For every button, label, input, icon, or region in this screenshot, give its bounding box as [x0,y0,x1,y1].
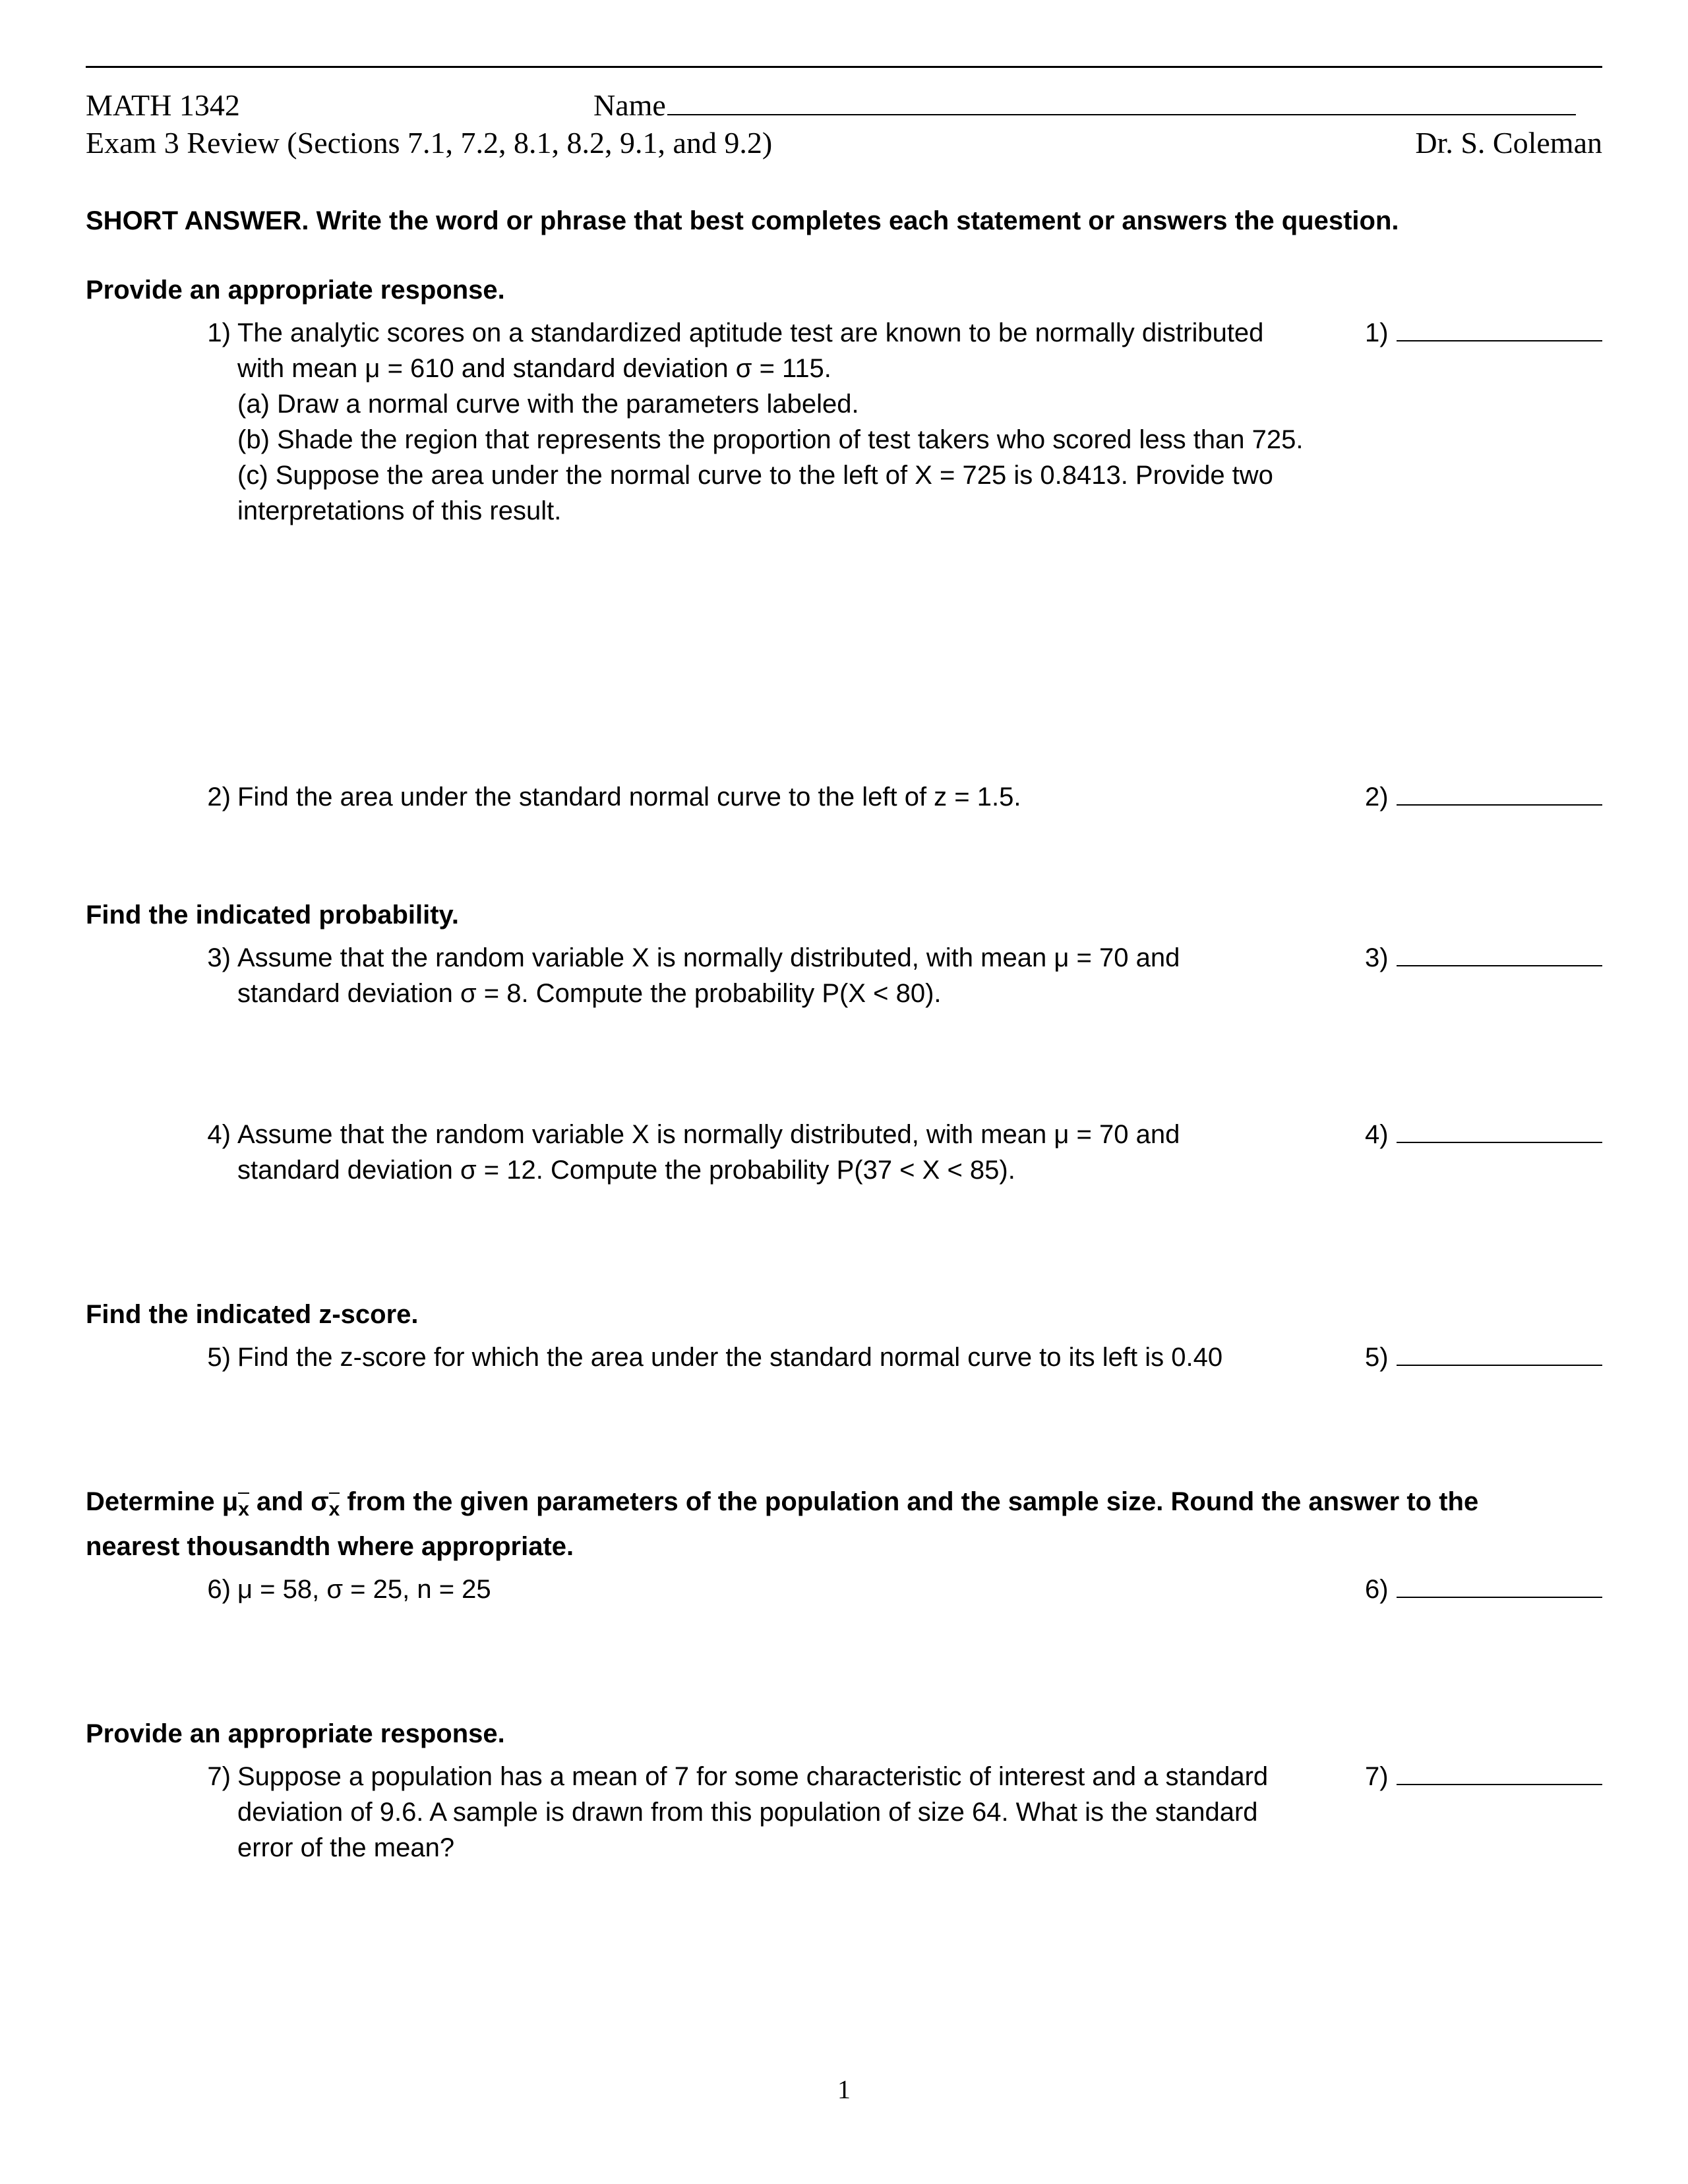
answer-slot-6: 6) [1325,1572,1602,1607]
s4-line2: nearest thousandth where appropriate. [86,1532,574,1561]
q1-line: (c) Suppose the area under the normal cu… [237,457,1325,493]
q4-line: standard deviation σ = 12. Compute the p… [237,1152,1325,1188]
answer-slot-2: 2) [1325,779,1602,815]
top-rule [86,66,1602,68]
section-heading-1: Provide an appropriate response. [86,269,1602,311]
spacer [86,1011,1602,1117]
s4-part: Determine μ [86,1487,238,1516]
answer-blank-line[interactable] [1397,779,1602,806]
section-heading-5: Provide an appropriate response. [86,1713,1602,1755]
q1-line: (b) Shade the region that represents the… [237,422,1325,457]
question-5: 5) Find the z-score for which the area u… [198,1340,1602,1375]
answer-blank-line[interactable] [1397,940,1602,966]
s4-part: from the given parameters of the populat… [340,1487,1478,1516]
spacer [86,815,1602,894]
answer-number: 2) [1365,779,1397,815]
q7-line: error of the mean? [237,1830,1325,1866]
answer-blank-line[interactable] [1397,1340,1602,1366]
question-number: 4) [198,1117,237,1152]
spacer [86,529,1602,779]
answer-slot-5: 5) [1325,1340,1602,1375]
question-body: Find the z-score for which the area unde… [237,1340,1325,1375]
question-body: Assume that the random variable X is nor… [237,940,1325,1011]
answer-blank-line[interactable] [1397,315,1602,341]
s4-part: and σ [249,1487,329,1516]
answer-number: 6) [1365,1572,1397,1607]
question-1: 1) The analytic scores on a standardized… [198,315,1602,529]
question-number: 6) [198,1572,237,1607]
answer-number: 4) [1365,1117,1397,1152]
q1-line: The analytic scores on a standardized ap… [237,315,1325,351]
answer-slot-7: 7) [1325,1759,1602,1794]
question-number: 7) [198,1759,237,1794]
question-body: μ = 58, σ = 25, n = 25 [237,1572,1325,1607]
q4-line: Assume that the random variable X is nor… [237,1117,1325,1152]
mu-xbar-subscript: x [238,1494,249,1525]
answer-slot-1: 1) [1325,315,1602,351]
q1-line: (a) Draw a normal curve with the paramet… [237,386,1325,422]
section-heading-2: Find the indicated probability. [86,894,1602,936]
question-number: 1) [198,315,237,351]
page-number: 1 [0,2074,1688,2105]
section-heading-3: Find the indicated z-score. [86,1293,1602,1336]
spacer [86,1607,1602,1713]
q3-line: standard deviation σ = 8. Compute the pr… [237,976,1325,1011]
answer-slot-4: 4) [1325,1117,1602,1152]
question-body: Find the area under the standard normal … [237,779,1325,815]
answer-blank-line[interactable] [1397,1117,1602,1143]
spacer [86,1188,1602,1293]
spacer [86,1375,1602,1481]
subheader-row: Exam 3 Review (Sections 7.1, 7.2, 8.1, 8… [86,125,1602,160]
q7-line: Suppose a population has a mean of 7 for… [237,1759,1325,1794]
question-7: 7) Suppose a population has a mean of 7 … [198,1759,1602,1866]
question-number: 3) [198,940,237,976]
q1-line: interpretations of this result. [237,493,1325,529]
name-blank-line[interactable] [667,88,1576,115]
question-6: 6) μ = 58, σ = 25, n = 25 6) [198,1572,1602,1607]
answer-blank-line[interactable] [1397,1759,1602,1785]
q5-text: Find the z-score for which the area unde… [237,1340,1325,1375]
question-number: 5) [198,1340,237,1375]
exam-subtitle: Exam 3 Review (Sections 7.1, 7.2, 8.1, 8… [86,125,772,160]
question-body: Suppose a population has a mean of 7 for… [237,1759,1325,1866]
question-body: The analytic scores on a standardized ap… [237,315,1325,529]
question-4: 4) Assume that the random variable X is … [198,1117,1602,1188]
answer-blank-line[interactable] [1397,1572,1602,1598]
header-row: MATH 1342 Name [86,88,1602,123]
sigma-xbar-subscript: x [329,1494,340,1525]
q6-text: μ = 58, σ = 25, n = 25 [237,1572,1325,1607]
question-3: 3) Assume that the random variable X is … [198,940,1602,1011]
answer-slot-3: 3) [1325,940,1602,976]
question-2: 2) Find the area under the standard norm… [198,779,1602,815]
instructor-name: Dr. S. Coleman [1415,125,1602,160]
instructions: SHORT ANSWER. Write the word or phrase t… [86,206,1602,236]
q1-line: with mean μ = 610 and standard deviation… [237,351,1325,386]
answer-number: 7) [1365,1759,1397,1794]
name-label: Name [593,88,666,123]
q2-text: Find the area under the standard normal … [237,779,1325,815]
q7-line: deviation of 9.6. A sample is drawn from… [237,1794,1325,1830]
answer-number: 5) [1365,1340,1397,1375]
answer-number: 1) [1365,315,1397,351]
q3-line: Assume that the random variable X is nor… [237,940,1325,976]
section-heading-4: Determine μx and σx from the given param… [86,1481,1602,1568]
question-body: Assume that the random variable X is nor… [237,1117,1325,1188]
question-number: 2) [198,779,237,815]
answer-number: 3) [1365,940,1397,976]
course-code: MATH 1342 [86,88,593,123]
exam-page: MATH 1342 Name Exam 3 Review (Sections 7… [0,0,1688,1866]
